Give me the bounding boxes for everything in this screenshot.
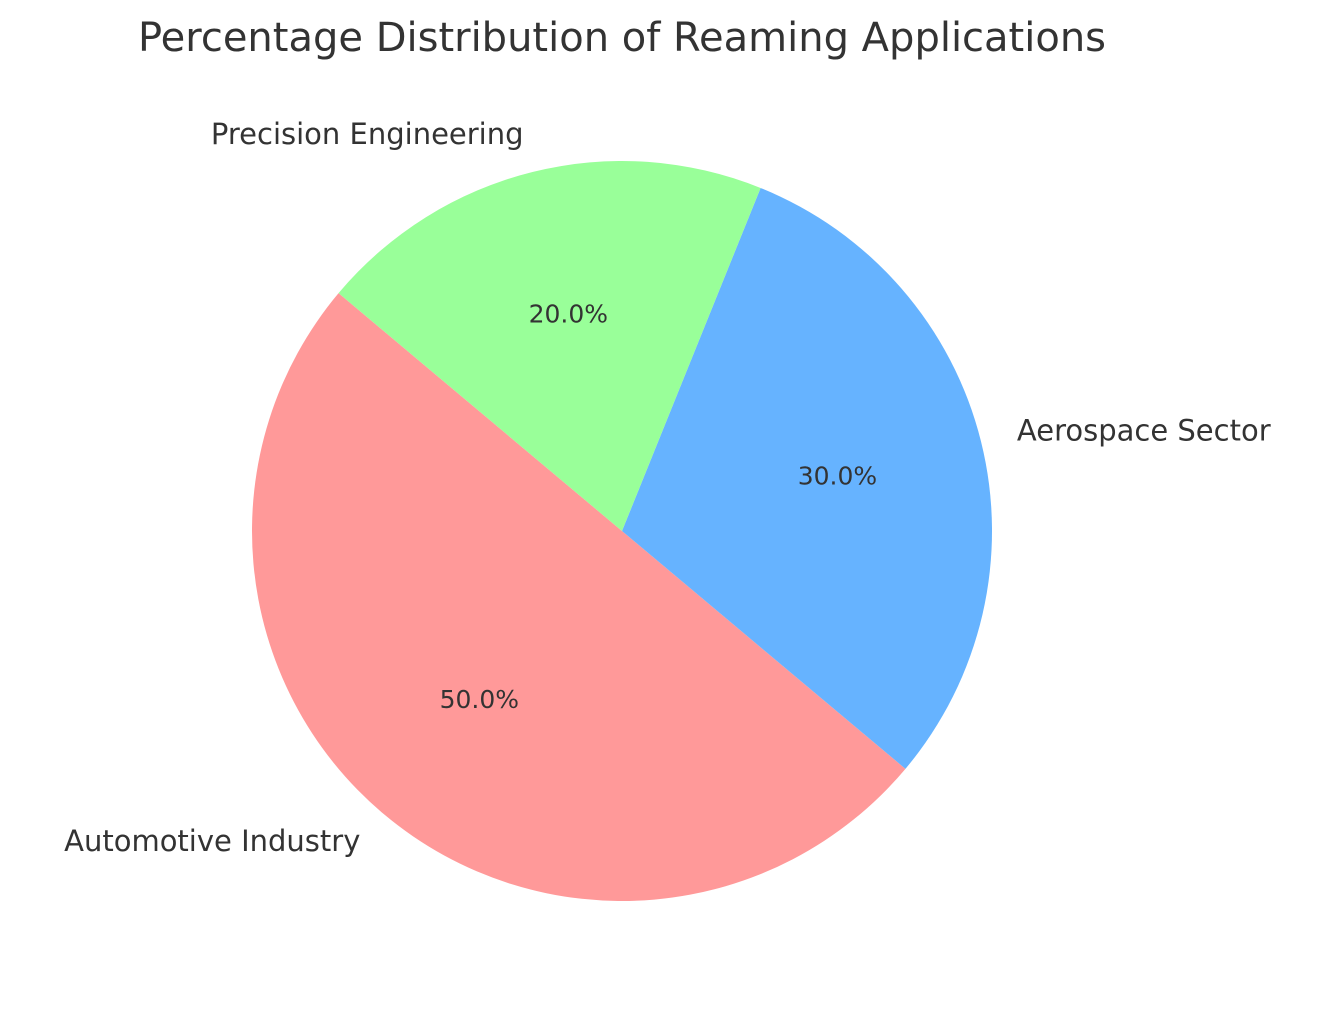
- value-label: 50.0%: [440, 685, 519, 714]
- pie-slice: [622, 187, 993, 769]
- pie-slice: [252, 293, 906, 901]
- chart-title: Percentage Distribution of Reaming Appli…: [138, 15, 1106, 61]
- pie-slice: [338, 161, 761, 532]
- slice-label: Automotive Industry: [64, 824, 360, 858]
- value-label: 30.0%: [798, 461, 877, 490]
- value-label: 20.0%: [529, 300, 608, 329]
- slice-label: Precision Engineering: [211, 117, 524, 151]
- slice-label: Aerospace Sector: [1017, 414, 1271, 448]
